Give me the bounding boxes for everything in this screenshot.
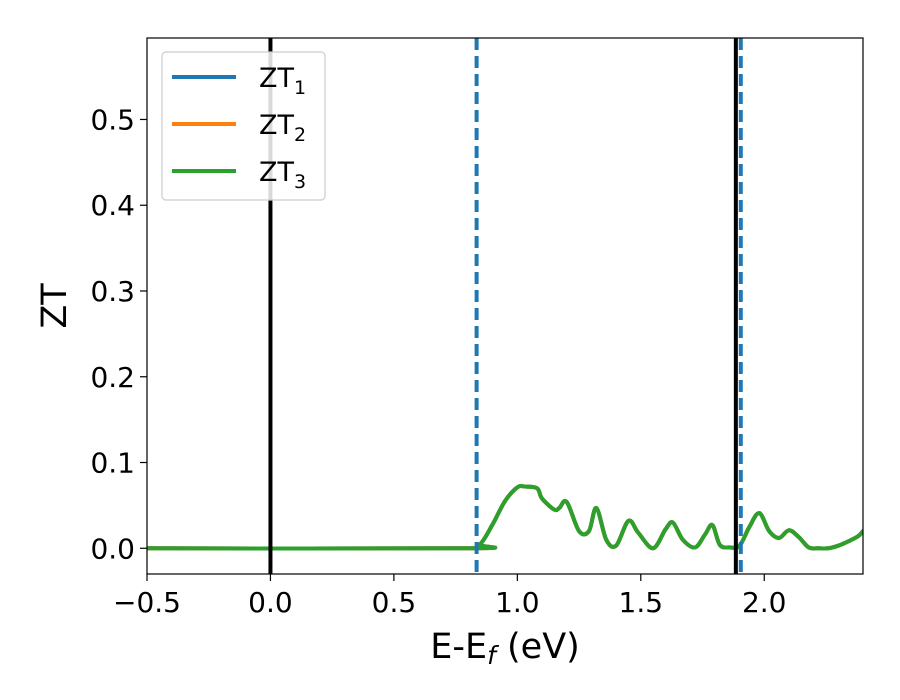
y-axis-title: ZT [35,283,75,329]
x-tick-label: 0.5 [372,586,417,619]
y-tick-label: 0.2 [90,361,135,394]
y-tick-label: 0.3 [90,275,135,308]
series-layer [147,483,863,551]
x-tick-label: 1.0 [495,586,540,619]
y-tick-label: 0.0 [90,532,135,565]
series-line-3 [147,483,863,551]
y-tick-label: 0.5 [90,103,135,136]
y-tick-label: 0.4 [90,189,135,222]
y-tick-label: 0.1 [90,447,135,480]
legend-label-1: ZT1 [259,63,306,99]
ticks: −0.5 0.0 0.5 1.0 1.5 2.0 0.0 0.1 0.2 0.3 0.4 0.5 [90,103,786,619]
x-axis-title: E-Ef (eV) [430,627,580,670]
plot-frame [146,37,864,575]
x-tick-label: 0.0 [248,586,293,619]
legend: ZT1 ZT2 ZT3 [161,51,326,201]
legend-box [161,51,326,201]
legend-label-2: ZT2 [259,110,306,146]
x-tick-label: 2.0 [742,586,787,619]
legend-label-3: ZT3 [259,157,306,193]
x-tick-label: −0.5 [113,586,181,619]
x-tick-label: 1.5 [619,586,664,619]
reference-lines [268,38,743,574]
